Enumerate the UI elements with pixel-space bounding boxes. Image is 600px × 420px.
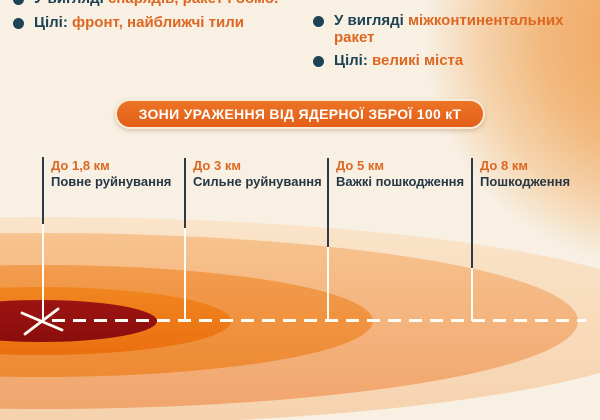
list-item-delivery-left: У вигляді снарядів, ракет і бомб. [13, 0, 313, 7]
list-item-text: У вигляді міжконтинентальних ракет [334, 12, 568, 46]
list-item-text: У вигляді снарядів, ракет і бомб. [34, 0, 278, 7]
zone4-pointer-line-upper [471, 158, 473, 268]
bullet-icon [313, 16, 324, 27]
zone-column-1: До 1,8 км Повне руйнування [51, 158, 171, 190]
zone-distance: До 1,8 км [51, 158, 110, 173]
zone-distance: До 3 км [193, 158, 241, 173]
page-title: ЗОНИ УРАЖЕННЯ ВІД ЯДЕРНОЇ ЗБРОЇ 100 кТ [138, 106, 462, 122]
zone-label: Пошкодження [480, 174, 571, 189]
ground-zero-x-icon [20, 307, 64, 336]
zone-distance: До 8 км [480, 158, 528, 173]
zone-label: Сильне руйнування [193, 174, 322, 189]
list-item-prefix: У вигляді [334, 12, 404, 29]
zone-column-3: До 5 км Важкі пошкодження [336, 158, 464, 190]
list-item-highlight: великі міста [367, 52, 464, 69]
zone-column-4: До 8 км Пошкодження [480, 158, 570, 190]
list-item-highlight: міжконтинентальних ракет [334, 12, 564, 46]
zone2-pointer-line-lower [184, 228, 186, 321]
zone-column-2: До 3 км Сильне руйнування [193, 158, 322, 190]
zone2-pointer-line-upper [184, 158, 186, 228]
zone-label: Важкі пошкодження [336, 174, 465, 189]
zone3-pointer-line-lower [327, 247, 329, 321]
list-item-highlight: фронт, найближчі тили [67, 14, 244, 31]
list-item-prefix: Цілі: [334, 52, 368, 69]
bullet-icon [313, 56, 324, 67]
zone1-pointer-line-lower [42, 224, 44, 321]
bullet-icon [13, 18, 24, 29]
title-banner: ЗОНИ УРАЖЕННЯ ВІД ЯДЕРНОЇ ЗБРОЇ 100 кТ [115, 99, 485, 129]
zone1-pointer-line-upper [42, 157, 44, 224]
list-item-highlight: снарядів, ракет і бомб. [104, 0, 278, 7]
zone4-pointer-line-lower [471, 268, 473, 321]
list-item-targets-right: Цілі: великі міста [313, 52, 583, 69]
list-item-prefix: Цілі: [34, 14, 68, 31]
bullet-icon [13, 0, 24, 5]
list-item-text: Цілі: фронт, найближчі тили [34, 14, 244, 31]
list-item-text: Цілі: великі міста [334, 52, 463, 69]
zone-distance: До 5 км [336, 158, 384, 173]
list-item-targets-left: Цілі: фронт, найближчі тили [13, 14, 313, 31]
zone3-pointer-line-upper [327, 158, 329, 247]
zone-label: Повне руйнування [51, 174, 172, 189]
distance-dashed-line [52, 319, 586, 322]
list-item-delivery-right: У вигляді міжконтинентальних ракет [313, 12, 568, 46]
list-item-prefix: У вигляді [34, 0, 104, 7]
